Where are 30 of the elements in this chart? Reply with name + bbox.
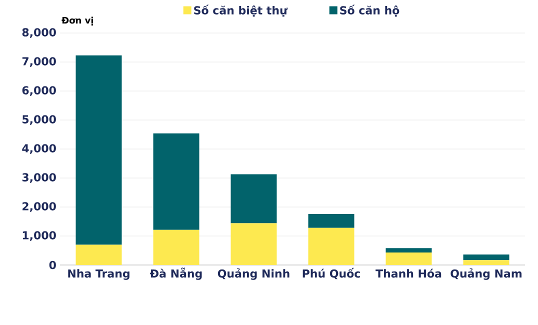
x-tick-label: Đà Nẵng xyxy=(150,268,202,280)
x-tick-label: Phú Quốc xyxy=(302,268,360,280)
bar xyxy=(76,55,122,245)
bar xyxy=(308,228,354,265)
y-tick-label: 2,000 xyxy=(22,202,56,212)
bar xyxy=(153,133,200,230)
bar xyxy=(308,214,354,228)
bar xyxy=(153,230,200,265)
y-tick-label: 4,000 xyxy=(22,144,56,154)
x-tick-label: Thanh Hóa xyxy=(376,268,442,278)
bar xyxy=(386,252,432,265)
y-tick-label: 3,000 xyxy=(22,173,56,183)
y-tick-label: 7,000 xyxy=(22,57,56,67)
bar xyxy=(463,260,510,265)
bar xyxy=(386,248,432,253)
legend-label: Số căn biệt thự xyxy=(194,4,288,17)
y-tick-label: 8,000 xyxy=(22,28,56,38)
bar xyxy=(463,254,510,260)
x-tick-label: Quảng Nam xyxy=(450,268,522,280)
y-tick-label: 0 xyxy=(49,260,56,270)
x-tick-label: Quảng Ninh xyxy=(218,268,290,280)
bar xyxy=(76,244,122,265)
legend-label: Số căn hộ xyxy=(340,4,400,17)
y-tick-label: 1,000 xyxy=(22,231,56,241)
y-tick-label: 5,000 xyxy=(22,115,56,125)
bar xyxy=(230,223,277,265)
x-tick-label: Nha Trang xyxy=(68,269,130,280)
y-axis-title: Đơn vị xyxy=(62,16,94,26)
bar xyxy=(230,174,277,224)
y-tick-label: 6,000 xyxy=(22,86,56,96)
